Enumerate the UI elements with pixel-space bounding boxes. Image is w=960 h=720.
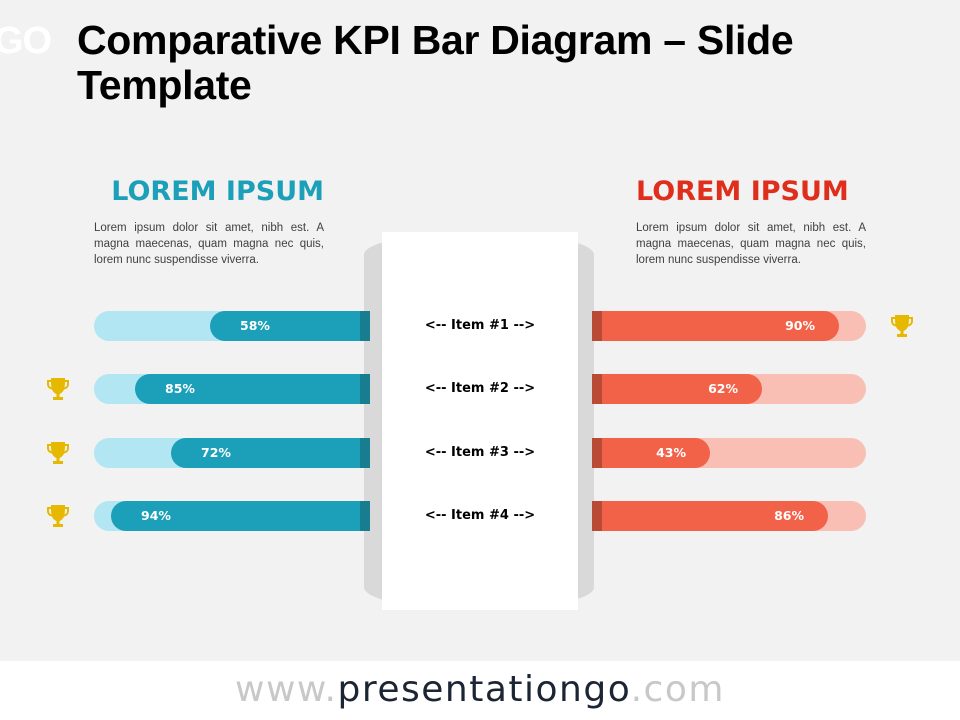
right-column-text: Lorem ipsum dolor sit amet, nibh est. A … — [636, 222, 866, 266]
item-label: <-- Item #3 --> — [424, 445, 536, 460]
right-bar-track: 86% — [592, 501, 866, 531]
left-bar-value: 85% — [165, 381, 195, 396]
left-bar-track: 85% — [94, 374, 370, 404]
right-bar-track: 62% — [592, 374, 866, 404]
right-bar-edge — [592, 311, 602, 341]
left-bar-fill: 58% — [210, 311, 370, 341]
footer-url-brand: presentationgo — [337, 669, 631, 710]
left-bar-edge — [360, 438, 370, 468]
page-title: Comparative KPI Bar Diagram – Slide Temp… — [77, 17, 794, 108]
right-bar-fill: 86% — [592, 501, 828, 531]
left-bar-fill: 85% — [135, 374, 370, 404]
footer-url: www.presentationgo.com — [0, 669, 960, 710]
right-bar-edge — [592, 501, 602, 531]
item-label: <-- Item #1 --> — [424, 318, 536, 333]
left-bar-edge — [360, 501, 370, 531]
left-bar-track: 94% — [94, 501, 370, 531]
left-bar-edge — [360, 311, 370, 341]
left-bar-value: 72% — [201, 445, 231, 460]
center-pillar — [382, 232, 578, 610]
left-bar-fill: 72% — [171, 438, 370, 468]
trophy-icon — [44, 439, 72, 467]
footer-url-suffix: .com — [630, 669, 725, 710]
right-bar-value: 90% — [785, 318, 815, 333]
right-bar-edge — [592, 438, 602, 468]
item-label: <-- Item #2 --> — [424, 381, 536, 396]
right-bar-value: 62% — [708, 381, 738, 396]
right-bar-track: 90% — [592, 311, 866, 341]
right-bar-fill: 90% — [592, 311, 839, 341]
logo-fragment: GO — [0, 20, 52, 62]
right-bar-value: 43% — [656, 445, 686, 460]
left-bar-track: 72% — [94, 438, 370, 468]
trophy-icon — [44, 502, 72, 530]
right-bar-value: 86% — [774, 508, 804, 523]
right-bar-fill: 62% — [592, 374, 762, 404]
right-column-heading: LOREM IPSUM — [636, 176, 849, 207]
item-label: <-- Item #4 --> — [424, 508, 536, 523]
left-bar-edge — [360, 374, 370, 404]
right-bar-fill: 43% — [592, 438, 710, 468]
left-column-heading: LOREM IPSUM — [111, 176, 324, 207]
footer: www.presentationgo.com — [0, 661, 960, 720]
trophy-icon — [888, 312, 916, 340]
left-bar-track: 58% — [94, 311, 370, 341]
right-bar-track: 43% — [592, 438, 866, 468]
right-bar-edge — [592, 374, 602, 404]
left-bar-value: 58% — [240, 318, 270, 333]
footer-url-prefix: www. — [235, 669, 338, 710]
left-bar-fill: 94% — [111, 501, 370, 531]
left-column-text: Lorem ipsum dolor sit amet, nibh est. A … — [94, 222, 324, 266]
left-bar-value: 94% — [141, 508, 171, 523]
trophy-icon — [44, 375, 72, 403]
